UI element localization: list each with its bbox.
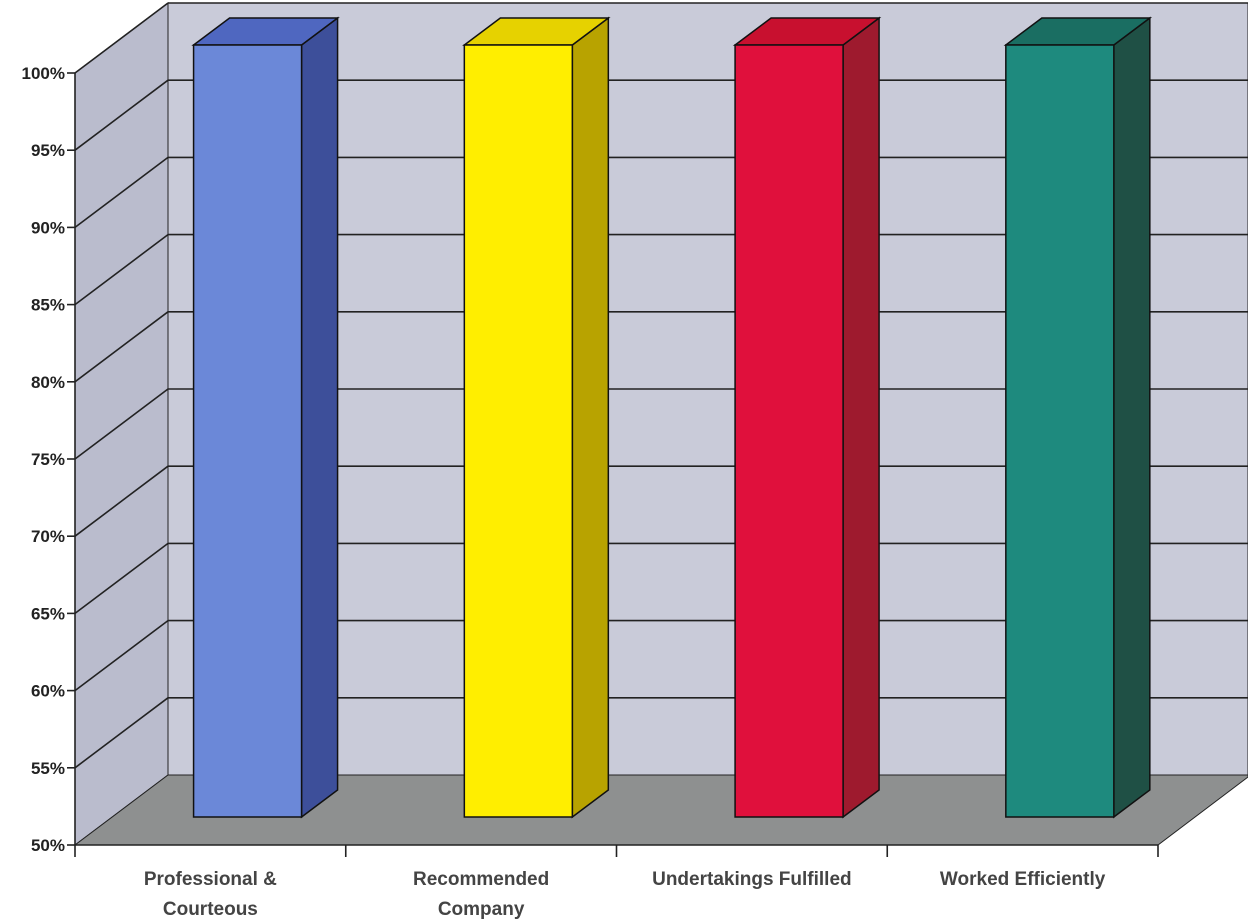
x-category-label: Worked Efficiently — [940, 869, 1106, 890]
bars — [191, 16, 1153, 819]
y-tick-label: 80% — [31, 373, 65, 392]
x-category-label: Professional & Courteous — [144, 869, 277, 920]
bar-side — [1113, 16, 1151, 819]
gridline-side — [74, 311, 169, 383]
x-axis-categories: Professional & Courteous Recommended Compan… — [74, 845, 1159, 920]
x-category-label-line: Professional & — [144, 869, 277, 890]
y-tick-label: 85% — [31, 296, 65, 315]
bar-front — [192, 44, 303, 818]
bar — [1003, 16, 1153, 819]
x-category-label-line: Recommended — [413, 869, 549, 890]
y-tick-label: 50% — [31, 836, 65, 855]
bar-side — [842, 16, 880, 819]
bar-front — [1005, 44, 1115, 818]
y-tick-label: 90% — [31, 218, 65, 237]
y-tick-label: 70% — [31, 527, 65, 546]
gridline-side — [74, 388, 169, 460]
y-tick-label: 95% — [31, 141, 65, 160]
bar-front — [463, 44, 574, 818]
x-category-label-line: Undertakings Fulfilled — [652, 869, 852, 890]
gridline-side — [74, 465, 169, 537]
bar — [732, 16, 882, 819]
y-axis-ticks: 50% 55% 60% 65% 70% 75% 80% 85% 90% 95% 100% — [22, 64, 75, 855]
bar-side — [571, 16, 610, 819]
gridline-side — [74, 697, 169, 769]
x-category-label-line: Courteous — [163, 899, 258, 920]
x-category-label: Recommended Company — [413, 869, 549, 920]
gridline-side — [74, 79, 169, 151]
x-category-label-line: Company — [438, 899, 525, 920]
gridline-side — [74, 156, 169, 229]
bar — [462, 16, 611, 819]
bar — [191, 16, 340, 819]
y-tick-label: 100% — [22, 64, 65, 83]
x-category-label-line: Worked Efficiently — [940, 869, 1106, 890]
gridline-side — [74, 233, 169, 306]
gridline-side — [74, 2, 169, 74]
y-tick-label: 65% — [31, 604, 65, 623]
bar-side — [300, 16, 339, 819]
x-category-label: Undertakings Fulfilled — [652, 869, 852, 890]
gridline-side — [74, 542, 169, 615]
gridline-side — [74, 619, 169, 692]
y-tick-label: 60% — [31, 682, 65, 701]
bar-front — [734, 44, 844, 818]
y-tick-label: 55% — [31, 759, 65, 778]
y-tick-label: 75% — [31, 450, 65, 469]
